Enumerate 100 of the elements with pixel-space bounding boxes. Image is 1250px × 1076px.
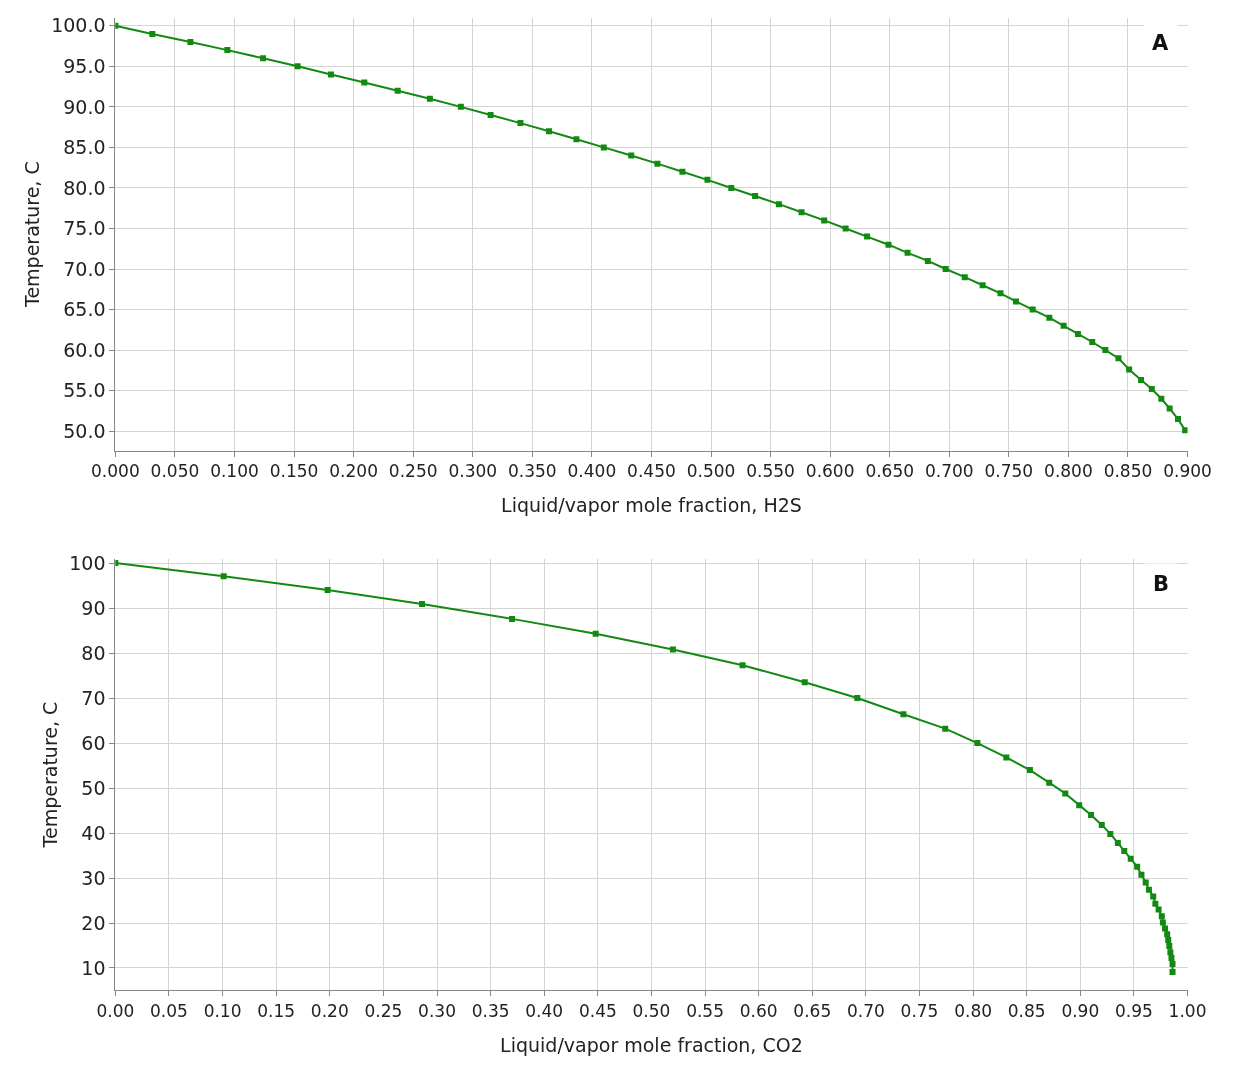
point xyxy=(1182,427,1188,434)
x-tick-label: 0.20 xyxy=(310,1000,349,1021)
point xyxy=(1088,812,1095,819)
point xyxy=(979,282,986,289)
point xyxy=(1046,314,1053,321)
x-tick-label: 0.05 xyxy=(150,1000,188,1021)
point xyxy=(573,136,580,143)
point xyxy=(1107,830,1114,837)
point xyxy=(1126,366,1133,373)
point xyxy=(1046,779,1053,786)
point xyxy=(728,184,735,191)
point xyxy=(1138,871,1145,878)
y-axis-title: Temperature, C xyxy=(39,701,62,849)
point xyxy=(1166,942,1173,949)
x-tick-label: 1.00 xyxy=(1168,1000,1207,1021)
x-tick-label: 0.100 xyxy=(210,461,259,482)
x-tick-label: 0.550 xyxy=(746,461,795,482)
point xyxy=(1152,900,1159,907)
x-tick-label: 0.450 xyxy=(627,461,676,482)
x-tick-label: 0.95 xyxy=(1114,1000,1153,1021)
point xyxy=(324,587,331,594)
point xyxy=(149,30,156,37)
point xyxy=(801,679,808,686)
y-tick-label: 75.0 xyxy=(63,217,106,240)
point xyxy=(1121,848,1128,855)
y-tick-label: 10 xyxy=(81,956,106,979)
x-tick-label: 0.40 xyxy=(525,1000,564,1021)
y-tick-label: 50.0 xyxy=(63,419,106,442)
point xyxy=(669,646,676,653)
point xyxy=(900,711,907,718)
x-tick-label: 0.750 xyxy=(984,461,1034,482)
point xyxy=(426,95,433,102)
point xyxy=(487,111,494,118)
point xyxy=(739,662,746,669)
y-tick-label: 20 xyxy=(81,911,106,934)
point xyxy=(327,71,334,78)
x-axis-title: Liquid/vapor mole fraction, CO2 xyxy=(500,1033,803,1056)
x-tick-label: 0.850 xyxy=(1103,461,1153,482)
y-tick-label: 90.0 xyxy=(63,95,106,118)
point xyxy=(187,39,194,46)
point xyxy=(1165,937,1172,944)
x-tick-label: 0.000 xyxy=(91,461,140,482)
point xyxy=(854,695,861,702)
point xyxy=(220,573,227,580)
point xyxy=(1148,386,1155,393)
annotation: A xyxy=(1152,31,1169,55)
point xyxy=(1089,338,1096,345)
x-tick-label: 0.700 xyxy=(924,461,974,482)
x-tick-label: 0.200 xyxy=(329,461,378,482)
x-tick-label: 0.00 xyxy=(96,1000,135,1021)
y-tick-label: 65.0 xyxy=(63,298,106,321)
point xyxy=(517,120,524,127)
point xyxy=(592,630,599,637)
point xyxy=(418,601,425,608)
point xyxy=(1060,322,1067,329)
y-tick-label: 90 xyxy=(81,596,106,619)
point xyxy=(885,241,892,248)
x-tick-label: 0.30 xyxy=(418,1000,456,1021)
point xyxy=(974,740,981,747)
point xyxy=(1102,347,1109,354)
x-tick-label: 0.85 xyxy=(1007,1000,1046,1021)
x-tick-label: 0.500 xyxy=(686,461,736,482)
x-tick-label: 0.050 xyxy=(150,461,200,482)
point xyxy=(864,233,871,240)
point xyxy=(997,290,1004,297)
x-axis-title: Liquid/vapor mole fraction, H2S xyxy=(501,493,802,516)
x-tick-label: 0.90 xyxy=(1061,1000,1100,1021)
y-tick-label: 50 xyxy=(81,776,106,799)
point xyxy=(394,87,401,94)
x-tick-label: 0.75 xyxy=(900,1000,939,1021)
point xyxy=(1127,855,1134,862)
x-tick-label: 0.50 xyxy=(632,1000,671,1021)
y-tick-label: 60.0 xyxy=(63,338,106,361)
point xyxy=(1155,906,1162,913)
point xyxy=(1134,863,1141,870)
x-tick-label: 0.10 xyxy=(203,1000,242,1021)
x-tick-label: 0.80 xyxy=(954,1000,993,1021)
point xyxy=(1098,821,1105,828)
point xyxy=(1158,913,1165,920)
point xyxy=(1167,949,1174,956)
point xyxy=(1168,955,1175,962)
point xyxy=(1076,802,1083,809)
x-tick-label: 0.65 xyxy=(793,1000,832,1021)
point xyxy=(1074,330,1081,337)
point xyxy=(798,209,805,216)
y-tick-label: 80.0 xyxy=(63,176,106,199)
point xyxy=(1169,969,1176,976)
point xyxy=(1003,754,1010,761)
point xyxy=(600,144,607,151)
x-tick-label: 0.70 xyxy=(846,1000,885,1021)
point xyxy=(1062,790,1069,797)
point xyxy=(961,274,968,281)
point xyxy=(628,152,635,159)
point xyxy=(260,55,267,62)
point xyxy=(1164,931,1171,938)
point xyxy=(775,201,782,208)
point xyxy=(704,176,711,183)
y-axis-title: Temperature, C xyxy=(21,161,43,309)
y-tick-label: 55.0 xyxy=(63,379,106,402)
point xyxy=(1012,298,1019,305)
